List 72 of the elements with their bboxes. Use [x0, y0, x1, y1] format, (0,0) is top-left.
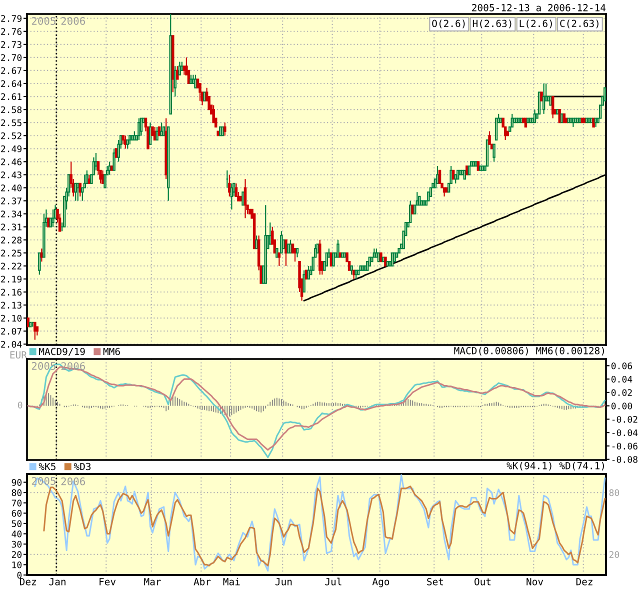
y-tick-label: 2.79	[1, 15, 22, 22]
y-tick-label: 2.73	[1, 41, 22, 48]
annotation: O(2.6)	[432, 20, 465, 28]
y-tick-label: 2.07	[1, 328, 22, 335]
x-tick-label: Nov	[526, 578, 544, 586]
legend-label: %K5	[38, 462, 56, 470]
y-tick-label: 2.58	[1, 106, 22, 114]
text: %K(94.1) %D(74.1)	[506, 462, 604, 470]
annotation: H(2.63)	[472, 20, 512, 28]
x-tick-label: Dez	[20, 578, 36, 586]
y-tick-label: 2.04	[1, 340, 22, 348]
y-tick-label: 2.49	[1, 145, 22, 152]
y-tick-label: 50	[12, 520, 22, 528]
y-tick-label: 2.25	[1, 250, 22, 256]
y-tick-label: 2.61	[1, 93, 22, 100]
text: MACD(0.00806) MM6(0.00128)	[454, 346, 604, 356]
x-tick-label: Mar	[144, 578, 161, 586]
y-tick-label: 40	[12, 530, 22, 538]
y-tick-label: 0.00	[611, 402, 632, 410]
y-tick-label: 70	[12, 500, 22, 506]
y-tick-label: 20	[12, 551, 22, 558]
y-tick-label: 0.06	[611, 362, 632, 370]
y-tick-label: 10	[12, 561, 22, 568]
legend-label: MM6	[103, 348, 120, 356]
y-tick-label: 2.76	[1, 28, 22, 35]
y-tick-label: 60	[12, 510, 22, 517]
y-tick-label: 2.31	[1, 224, 22, 230]
y-tick-label: 2.13	[1, 302, 22, 309]
annotation: C(2.63)	[560, 20, 598, 28]
annotation: 2005	[32, 17, 56, 25]
x-tick-label: Fev	[100, 578, 116, 586]
y-tick-label: 2.34	[1, 210, 22, 218]
y-tick-label: 2.16	[1, 288, 22, 296]
x-tick-label: Jul	[325, 578, 342, 586]
x-tick-label: Set	[427, 578, 444, 586]
x-tick-label: Jan	[49, 578, 66, 586]
y-tick-label: -0.06	[612, 442, 638, 450]
y-tick-label: 0.04	[611, 376, 632, 383]
y-tick-label: -0.04	[612, 429, 638, 436]
y-axis-title: EUR	[10, 351, 27, 359]
x-tick-label: Dez	[576, 578, 592, 586]
y-tick-label: 2.46	[1, 158, 22, 166]
y-tick-label: 2.70	[1, 54, 22, 62]
y-tick-label: 2.28	[1, 236, 22, 244]
y-tick-label: -0.08	[612, 456, 638, 463]
y-tick-label: 0	[17, 572, 22, 579]
legend-label: MACD9/19	[39, 348, 85, 356]
x-tick-label: Ago	[372, 578, 390, 588]
x-tick-label: Abr	[194, 578, 211, 586]
y-tick-label: 2.67	[1, 67, 22, 74]
y-tick-label: 2.10	[1, 314, 22, 322]
y-tick-label: 0.02	[611, 389, 632, 396]
y-tick-label: 2.55	[1, 119, 22, 126]
y-tick-label: 80	[12, 489, 22, 496]
y-tick-label: 2.22	[1, 262, 22, 270]
legend-label: %D3	[74, 462, 91, 470]
y-tick-label: 2.37	[1, 198, 22, 204]
annotation: 2006	[61, 477, 85, 486]
y-tick-label: -0.02	[612, 416, 638, 423]
y-tick-label: 2.43	[1, 171, 22, 178]
y-tick-label: 2.19	[1, 276, 22, 283]
x-tick-label: Mai	[223, 578, 240, 586]
y-tick-label: 2.64	[1, 80, 22, 88]
chart-title: 2005-12-13 a 2006-12-14	[472, 4, 606, 12]
y-tick-label: 30	[12, 540, 22, 548]
x-tick-label: Out	[474, 578, 491, 586]
y-tick-label: 90	[12, 479, 22, 486]
y-tick-label: 2.40	[1, 184, 22, 192]
y-tick-label: 2.52	[1, 132, 22, 140]
annotation: L(2.6)	[520, 20, 552, 28]
x-tick-label: Jun	[275, 578, 292, 586]
annotation: 2006	[61, 16, 85, 25]
